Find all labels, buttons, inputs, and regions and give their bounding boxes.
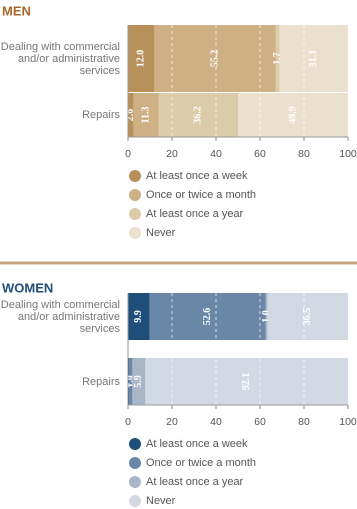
bar-segment (129, 358, 133, 405)
value-label: 92.1 (241, 373, 252, 391)
bar-segment (275, 25, 280, 92)
x-tick-label: 20 (166, 148, 178, 160)
legend-label: Once or twice a month (146, 457, 256, 469)
legend-label: At least once a year (146, 476, 244, 488)
bar-segment (128, 358, 130, 405)
value-label: 36.5 (302, 308, 313, 326)
x-tick-label: 0 (125, 148, 131, 160)
x-tick-label: 60 (254, 148, 266, 160)
x-tick-label: 20 (166, 416, 178, 428)
value-label: 2.6 (125, 109, 136, 122)
category-label: Dealing with commercial and/or administr… (0, 40, 120, 77)
legend-marker (129, 208, 141, 220)
value-label: 11.3 (140, 107, 151, 124)
legend-label: Never (146, 495, 176, 507)
bar-segment (132, 358, 146, 405)
chart-title: WOMEN (2, 280, 53, 295)
value-label: 55.2 (209, 50, 220, 68)
value-label: 12.0 (135, 50, 146, 68)
category-label: Repairs (82, 109, 120, 121)
legend-marker (129, 438, 141, 450)
x-tick-label: 60 (254, 416, 266, 428)
legend-marker (129, 170, 141, 182)
chart-title: MEN (2, 3, 31, 18)
bar-segment (279, 25, 348, 92)
x-tick-label: 80 (298, 148, 310, 160)
x-tick-label: 80 (298, 416, 310, 428)
value-label: 9.9 (133, 310, 144, 323)
category-label: Dealing with commercial and/or administr… (0, 298, 120, 335)
bar-segment (133, 93, 159, 137)
value-label: 31.1 (308, 50, 319, 68)
category-label: Repairs (82, 375, 120, 388)
legend-label: At least once a week (146, 438, 248, 450)
legend-marker (129, 495, 141, 507)
legend-marker (129, 189, 141, 201)
x-tick-label: 0 (125, 416, 131, 428)
value-label: 49.9 (287, 106, 298, 124)
legend-marker (129, 476, 141, 488)
bar-segment (265, 293, 268, 340)
x-tick-label: 100 (339, 148, 357, 160)
value-label: 1.4 (125, 375, 136, 388)
legend-label: At least once a year (146, 208, 244, 220)
bar-segment (145, 358, 348, 405)
legend-label: Never (146, 227, 176, 239)
bar-segment (128, 293, 150, 340)
legend-label: Once or twice a month (146, 189, 256, 201)
x-tick-label: 40 (210, 416, 222, 428)
value-label: 1.0 (261, 310, 272, 323)
x-tick-label: 100 (339, 416, 357, 428)
x-tick-label: 40 (210, 148, 222, 160)
value-label: 5.9 (133, 375, 144, 388)
value-label: 36.2 (193, 106, 204, 124)
legend-marker (129, 457, 141, 469)
bar-segment (267, 293, 348, 340)
value-label: 52.6 (202, 308, 213, 326)
value-label: 1.7 (272, 52, 283, 65)
legend-label: At least once a week (146, 170, 248, 182)
bar-segment (154, 25, 276, 92)
bar-segment (238, 93, 348, 137)
bar-segment (149, 293, 266, 340)
bar-segment (128, 25, 155, 92)
legend-marker (129, 227, 141, 239)
bar-segment (128, 93, 134, 137)
